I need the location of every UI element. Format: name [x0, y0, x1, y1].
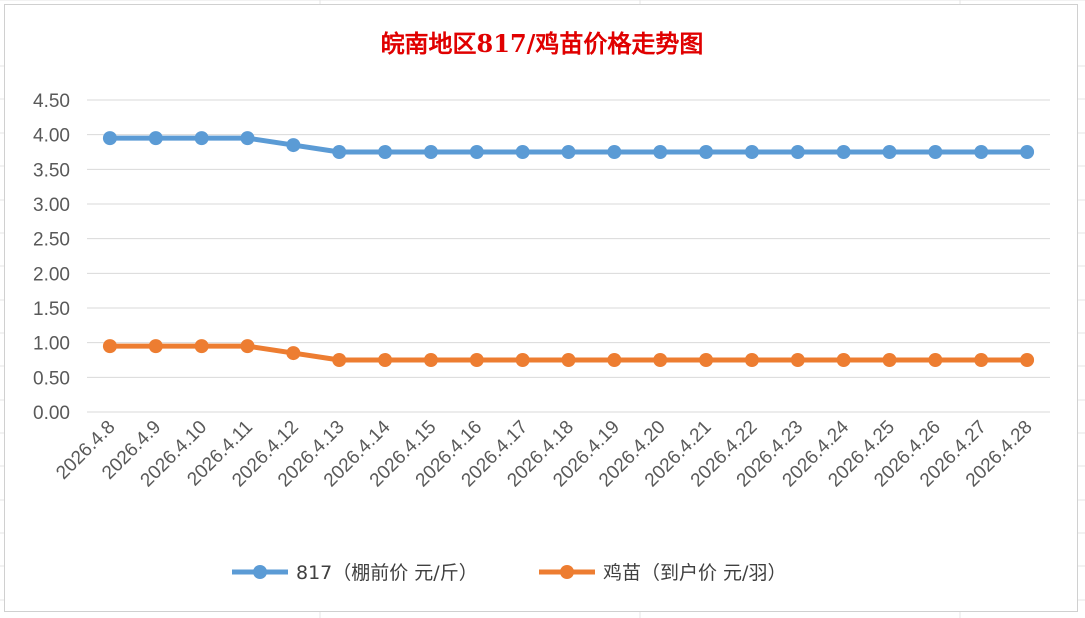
legend: 817（棚前价 元/斤） 鸡苗（到户价 元/羽） [232, 562, 786, 584]
y-axis-tick-labels: 0.00 0.50 1.00 1.50 2.00 2.50 3.00 3.50 4.00 4.50 [33, 91, 70, 424]
data-point [378, 353, 393, 367]
data-point [423, 145, 438, 159]
data-point [836, 145, 851, 159]
chart-title: 皖南地区817/鸡苗价格走势图 [381, 29, 704, 58]
data-point [148, 339, 163, 354]
data-point [332, 353, 347, 367]
y-tick-label: 2.00 [33, 264, 70, 285]
series-2 [102, 339, 1035, 367]
data-point [194, 131, 209, 146]
data-point [378, 145, 393, 159]
data-point [928, 145, 943, 159]
data-point [974, 145, 989, 159]
data-point [515, 145, 530, 159]
data-point [744, 353, 759, 367]
data-point [1020, 353, 1035, 367]
series-1 [102, 131, 1035, 159]
data-point [653, 353, 668, 367]
data-point [561, 145, 576, 159]
data-point [790, 145, 805, 159]
y-tick-label: 0.50 [33, 368, 70, 389]
data-point [561, 353, 576, 367]
data-point [790, 353, 805, 367]
x-axis-tick-labels: 2026.4.82026.4.92026.4.102026.4.112026.4… [52, 416, 1036, 491]
data-point [423, 353, 438, 367]
data-point [332, 145, 347, 159]
legend-item-2: 鸡苗（到户价 元/羽） [539, 562, 786, 584]
data-point [607, 353, 622, 367]
data-point [469, 145, 484, 159]
legend-label: 鸡苗（到户价 元/羽） [603, 562, 786, 584]
data-point [974, 353, 989, 367]
data-point [286, 138, 301, 153]
data-point [699, 145, 714, 159]
data-point [882, 353, 897, 367]
data-point [102, 339, 117, 354]
data-point [836, 353, 851, 367]
data-point [194, 339, 209, 354]
data-point [469, 353, 484, 367]
data-point [240, 339, 255, 354]
y-tick-label: 0.00 [33, 403, 70, 424]
legend-marker [560, 565, 574, 579]
data-point [148, 131, 163, 146]
y-tick-label: 3.50 [33, 160, 70, 181]
legend-label: 817（棚前价 元/斤） [296, 562, 478, 584]
series-layer [102, 131, 1035, 367]
data-point [882, 145, 897, 159]
y-tick-label: 4.50 [33, 91, 70, 112]
y-tick-label: 1.00 [33, 334, 70, 355]
data-point [515, 353, 530, 367]
data-point [607, 145, 622, 159]
legend-item-1: 817（棚前价 元/斤） [232, 562, 478, 584]
y-tick-label: 4.00 [33, 126, 70, 147]
data-point [653, 145, 668, 159]
y-tick-label: 2.50 [33, 230, 70, 251]
y-tick-label: 3.00 [33, 195, 70, 216]
data-point [1020, 145, 1035, 159]
legend-marker [253, 565, 267, 579]
data-point [699, 353, 714, 367]
data-point [744, 145, 759, 159]
data-point [286, 346, 301, 361]
data-point [928, 353, 943, 367]
y-tick-label: 1.50 [33, 299, 70, 320]
data-point [102, 131, 117, 146]
data-point [240, 131, 255, 146]
